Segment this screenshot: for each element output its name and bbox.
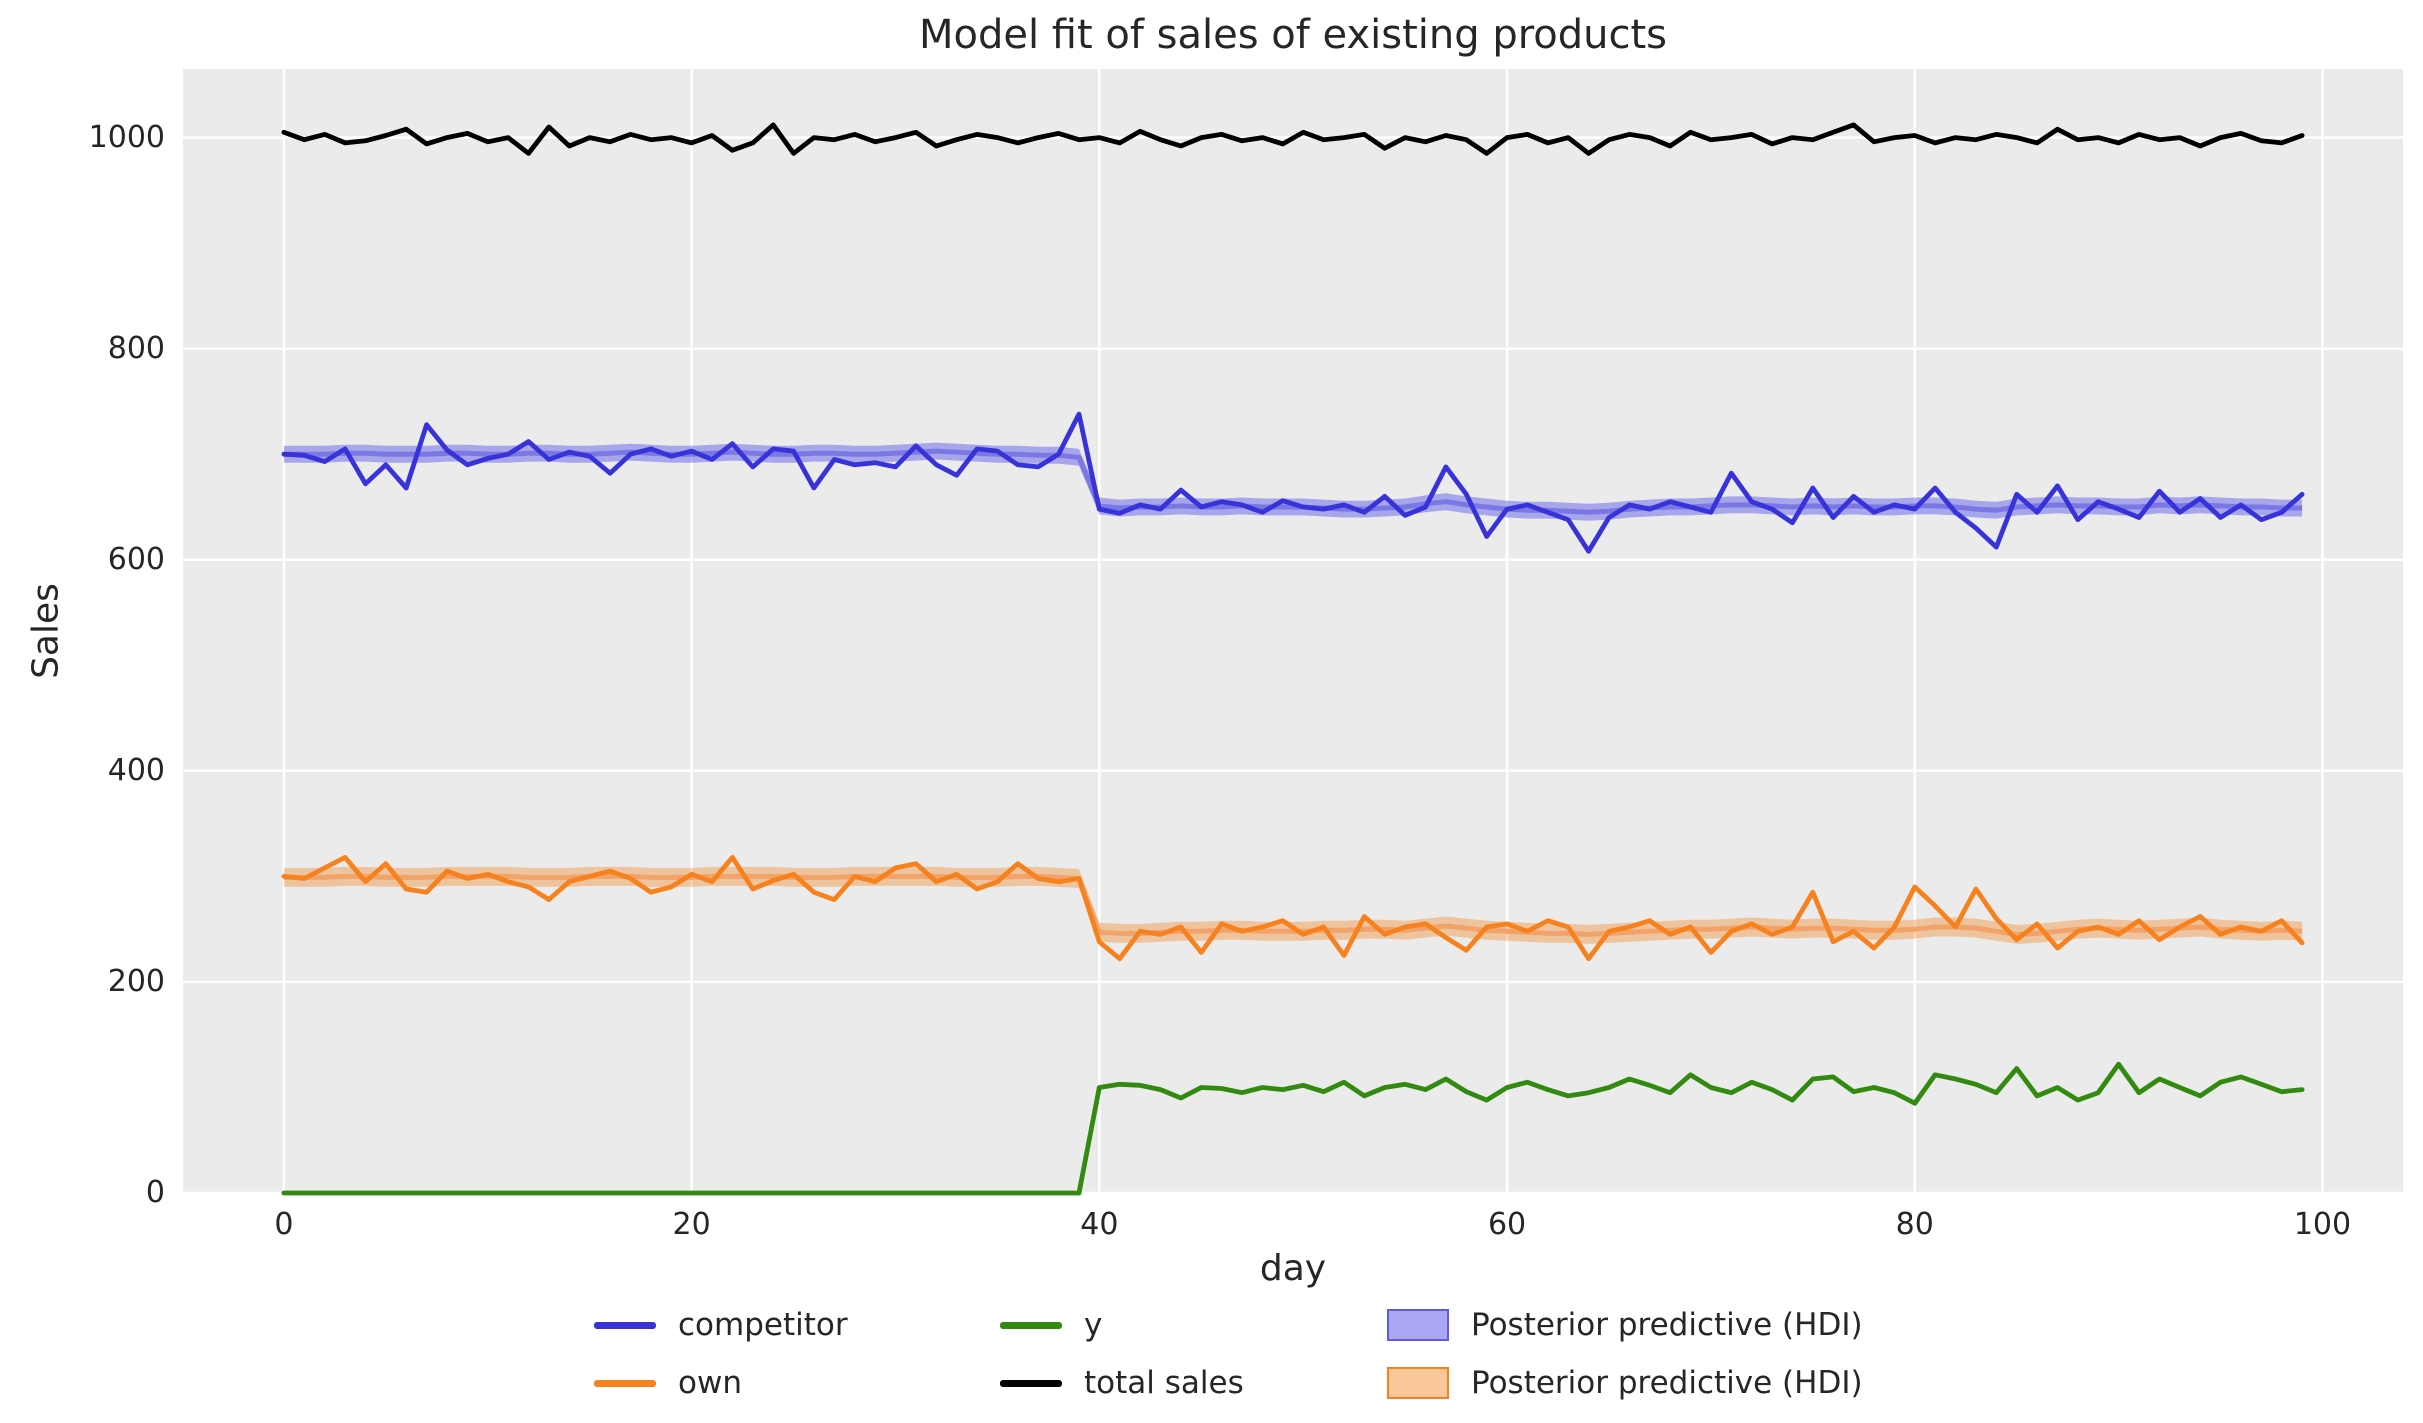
legend-swatch-0 [594,1321,656,1329]
x-tick-label-0: 0 [274,1207,294,1242]
y-tick-label-600: 600 [107,541,165,577]
legend-item-y: y [1000,1307,1102,1343]
y-tick-label-1000: 1000 [88,119,165,155]
y-tick-label-0: 0 [145,1175,165,1210]
x-tick-label-80: 80 [1895,1207,1934,1242]
chart-title: Model fit of sales of existing products [918,12,1668,58]
legend-label: own [678,1365,742,1401]
y-tick-label-800: 800 [107,330,165,366]
posterior-mean-line-competitor [283,448,2303,515]
legend-swatch-3 [1000,1379,1062,1387]
chart-canvas [183,69,2403,1196]
legend-swatch-1 [594,1379,656,1387]
x-tick-label-40: 40 [1080,1207,1119,1242]
series-line-own [281,855,2305,962]
series-line-competitor [281,411,2305,554]
legend-label: competitor [678,1307,848,1343]
legend-item-posterior-predictive-hdi-own: Posterior predictive (HDI) [1387,1365,1863,1401]
legend-swatch-5 [1387,1367,1449,1399]
series-line-total-sales [281,122,2305,156]
x-tick-label-20: 20 [672,1207,711,1242]
legend-item-own: own [594,1365,742,1401]
y-axis-label: Sales [25,583,67,679]
hdi-band-competitor [283,442,2303,521]
legend-item-total-sales: total sales [1000,1365,1244,1401]
legend-item-posterior-predictive-hdi-competitor: Posterior predictive (HDI) [1387,1307,1863,1343]
legend-item-competitor: competitor [594,1307,848,1343]
series-line-y [281,1061,2305,1196]
legend-label: Posterior predictive (HDI) [1471,1365,1863,1401]
legend-label: y [1084,1307,1103,1343]
legend-swatch-2 [1000,1321,1062,1329]
legend-swatch-4 [1387,1309,1449,1341]
hdi-band-own [283,866,2303,944]
x-tick-label-100: 100 [2293,1207,2352,1242]
legend-label: total sales [1084,1365,1244,1401]
legend-label: Posterior predictive (HDI) [1471,1307,1863,1343]
y-tick-label-400: 400 [107,752,165,788]
plot-area [183,69,2403,1196]
x-axis-label: day [1259,1248,1327,1289]
y-tick-label-200: 200 [107,963,165,999]
x-tick-label-60: 60 [1487,1207,1527,1242]
